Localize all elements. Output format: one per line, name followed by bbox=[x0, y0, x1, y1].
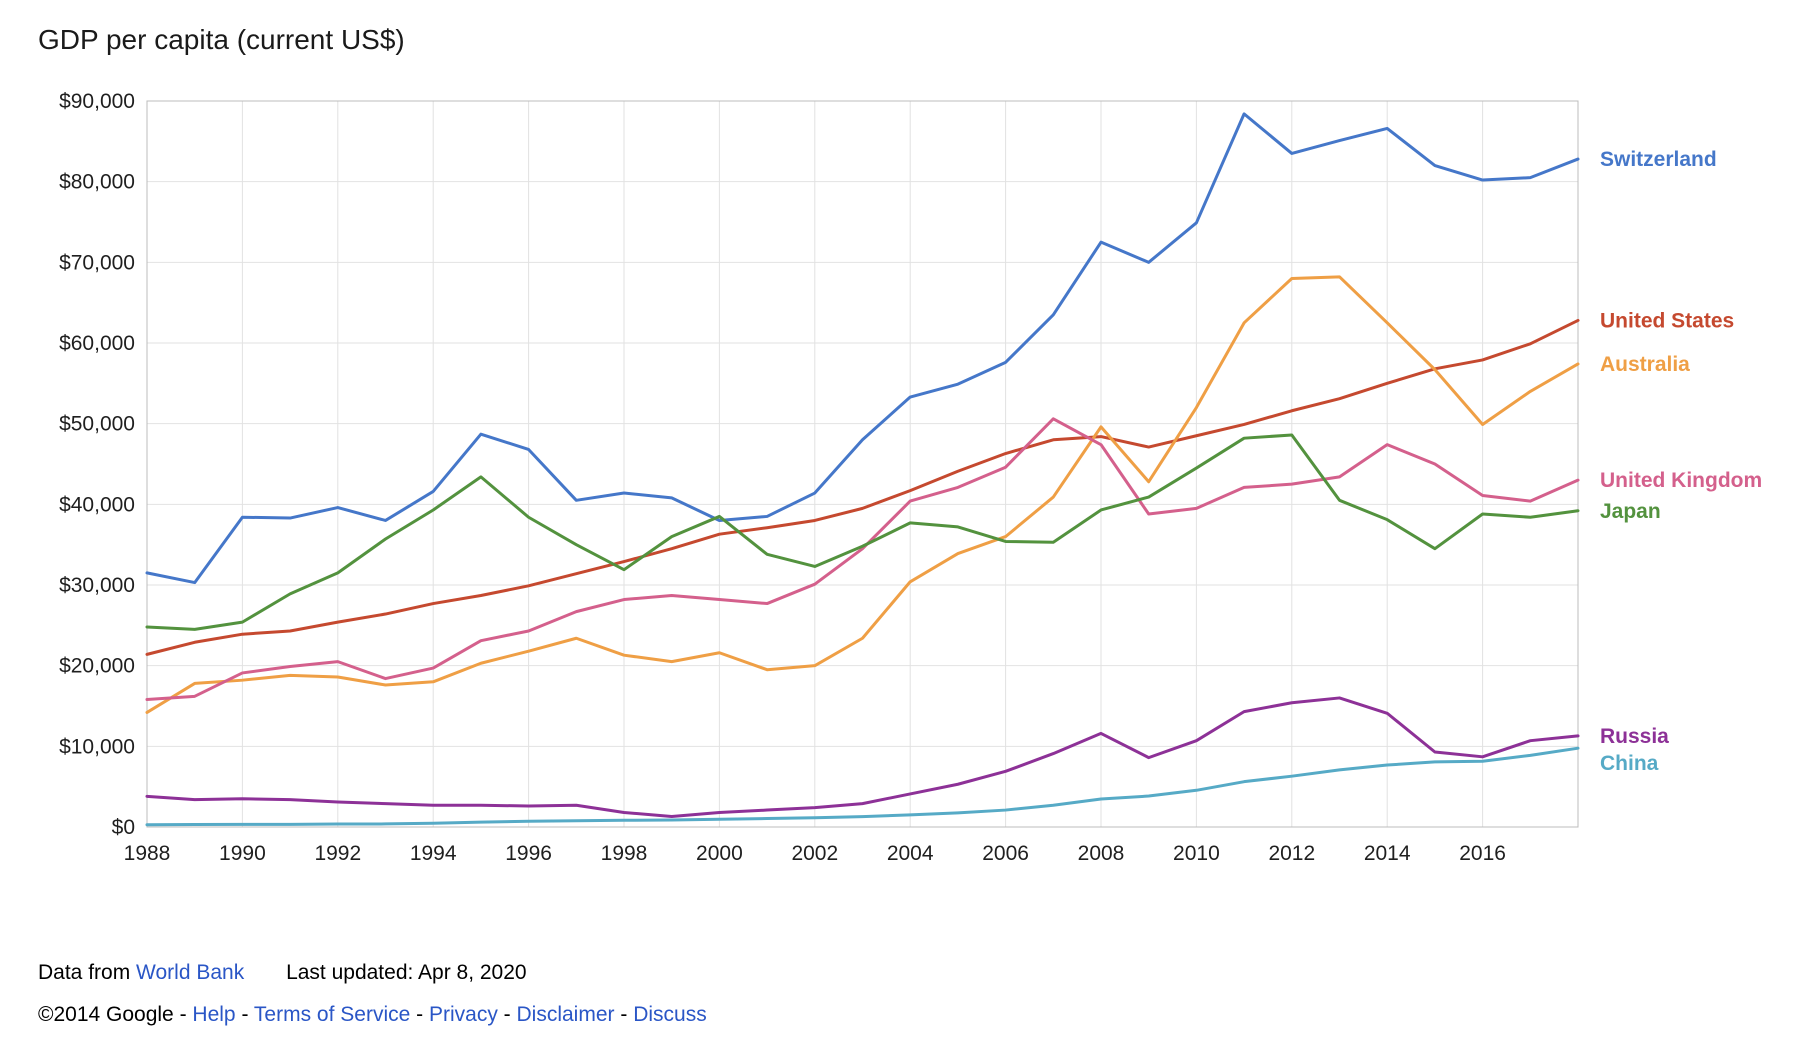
line-chart: $0 $10,000 $20,000 $30,000 $40,000 $50,000 $60… bbox=[59, 90, 1762, 865]
series-label-united-kingdom: United Kingdom bbox=[1600, 469, 1762, 492]
y-tick-label: $0 bbox=[112, 816, 135, 839]
footer-link-privacy[interactable]: Privacy bbox=[428, 1003, 498, 1026]
footer-links: - Help - Terms of Service - Privacy - Di… bbox=[174, 1003, 707, 1026]
x-tick-label: 1994 bbox=[410, 842, 457, 865]
x-tick-label: 1998 bbox=[601, 842, 648, 865]
x-tick-label: 2008 bbox=[1078, 842, 1125, 865]
x-tick-label: 2016 bbox=[1459, 842, 1506, 865]
last-updated-label: Last updated: Apr 8, 2020 bbox=[286, 961, 527, 984]
series-label-switzerland: Switzerland bbox=[1600, 148, 1717, 171]
x-tick-label: 2004 bbox=[887, 842, 934, 865]
chart-title: GDP per capita (current US$) bbox=[38, 24, 405, 55]
y-tick-label: $10,000 bbox=[59, 735, 135, 758]
series-line-united-states bbox=[145, 318, 1580, 656]
y-tick-label: $70,000 bbox=[59, 251, 135, 274]
series-line-japan bbox=[145, 433, 1580, 631]
series-label-united-states: United States bbox=[1600, 309, 1734, 332]
y-tick-label: $20,000 bbox=[59, 655, 135, 678]
chart-area: $0 $10,000 $20,000 $30,000 $40,000 $50,000 $60… bbox=[0, 70, 1802, 900]
x-tick-label: 1992 bbox=[314, 842, 361, 865]
footer-source-line: Data from World Bank Last updated: Apr 8… bbox=[38, 961, 527, 985]
series-line-switzerland bbox=[145, 112, 1580, 585]
plot-border bbox=[146, 100, 1579, 828]
x-tick-label: 2014 bbox=[1364, 842, 1411, 865]
x-tick-label: 2002 bbox=[791, 842, 838, 865]
series-line-united-kingdom bbox=[145, 417, 1580, 702]
footer-copyright-line: ©2014 Google - Help - Terms of Service -… bbox=[38, 1003, 707, 1027]
data-from-label: Data from bbox=[38, 961, 131, 984]
x-tick-label: 2012 bbox=[1268, 842, 1315, 865]
footer-link-help[interactable]: Help bbox=[192, 1003, 236, 1026]
footer-link-discuss[interactable]: Discuss bbox=[633, 1003, 707, 1026]
footer-link-terms-of-service[interactable]: Terms of Service bbox=[253, 1003, 411, 1026]
series-line-china bbox=[145, 746, 1580, 827]
x-tick-label: 1996 bbox=[505, 842, 552, 865]
world-bank-link[interactable]: World Bank bbox=[136, 961, 245, 984]
series-label-japan: Japan bbox=[1600, 500, 1661, 523]
series-line-russia bbox=[145, 696, 1580, 819]
series-label-china: China bbox=[1600, 752, 1659, 775]
series-label-australia: Australia bbox=[1600, 353, 1690, 376]
y-tick-label: $40,000 bbox=[59, 493, 135, 516]
copyright-label: ©2014 Google bbox=[38, 1003, 174, 1026]
separator: - bbox=[614, 1003, 634, 1026]
x-tick-label: 1990 bbox=[219, 842, 266, 865]
separator: - bbox=[235, 1003, 254, 1026]
separator: - bbox=[410, 1003, 429, 1026]
x-tick-label: 2000 bbox=[696, 842, 743, 865]
separator: - bbox=[173, 1003, 193, 1026]
x-tick-label: 1988 bbox=[124, 842, 171, 865]
y-tick-label: $50,000 bbox=[59, 413, 135, 436]
y-tick-label: $30,000 bbox=[59, 574, 135, 597]
footer-link-disclaimer[interactable]: Disclaimer bbox=[516, 1003, 615, 1026]
y-tick-label: $60,000 bbox=[59, 332, 135, 355]
y-tick-label: $80,000 bbox=[59, 171, 135, 194]
y-tick-label: $90,000 bbox=[59, 90, 135, 113]
series-label-russia: Russia bbox=[1600, 725, 1669, 748]
x-tick-label: 2010 bbox=[1173, 842, 1220, 865]
x-tick-label: 2006 bbox=[982, 842, 1029, 865]
series-line-australia bbox=[145, 275, 1580, 714]
separator: - bbox=[497, 1003, 517, 1026]
